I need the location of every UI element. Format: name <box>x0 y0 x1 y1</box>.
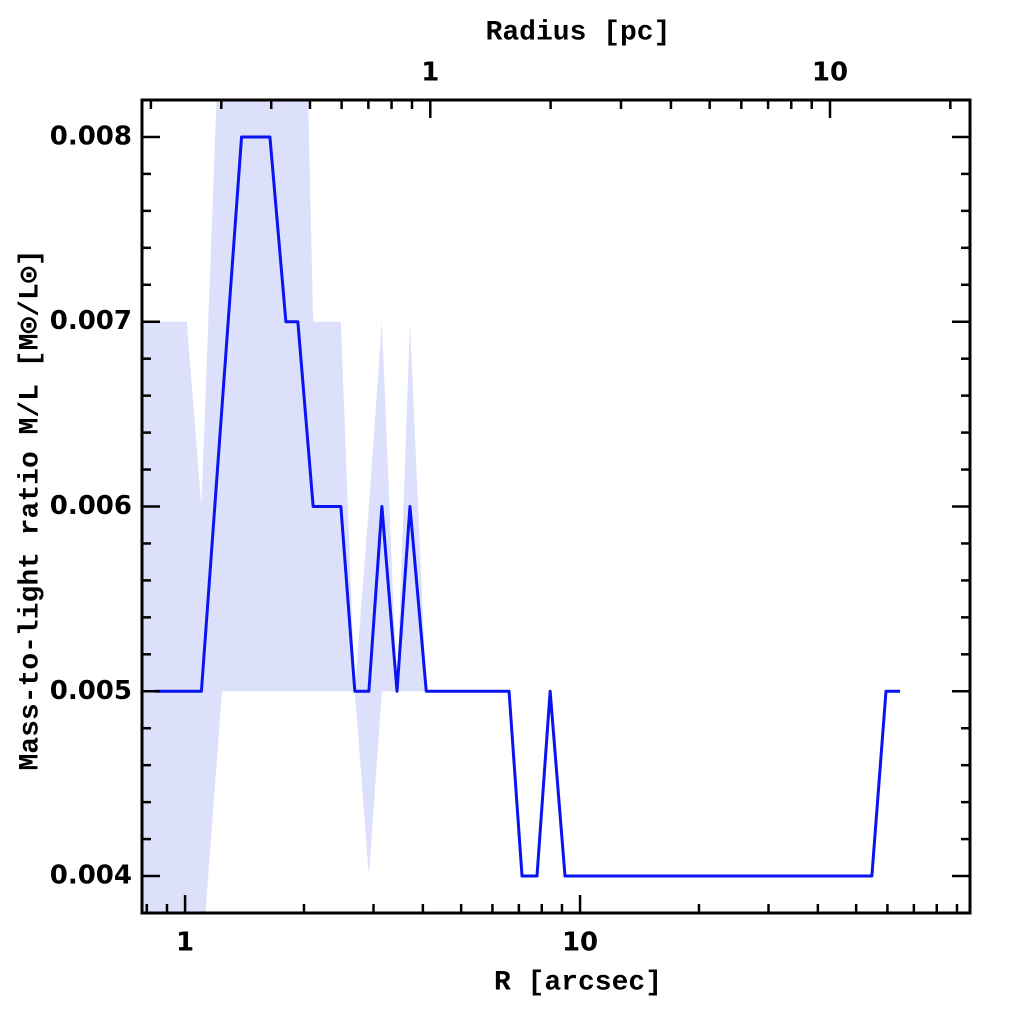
y-tick-label: 0.006 <box>50 491 132 521</box>
x-tick-label: 1 <box>176 928 194 958</box>
x-axis-title: R [arcsec] <box>494 967 662 998</box>
x2-tick-label: 1 <box>421 58 439 88</box>
band-layer <box>142 100 427 913</box>
x2-axis-title: Radius [pc] <box>486 17 671 48</box>
x2-tick-label: 10 <box>812 58 848 88</box>
y-tick-label: 0.007 <box>50 306 132 336</box>
data-line <box>155 135 901 878</box>
y-axis-title: Mass-to-light ratio M/L [M⊙/L⊙] <box>15 250 46 771</box>
error-band <box>142 100 427 913</box>
y-tick-label: 0.004 <box>50 861 132 891</box>
line-layer <box>155 135 901 878</box>
y-tick-label: 0.008 <box>50 121 132 151</box>
x-tick-label: 10 <box>562 928 598 958</box>
y-tick-label: 0.005 <box>50 676 132 706</box>
